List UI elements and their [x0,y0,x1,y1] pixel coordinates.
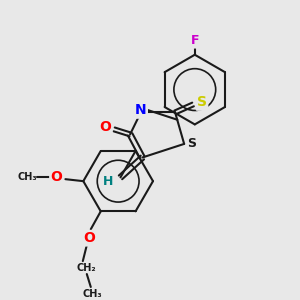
Text: CH₃: CH₃ [18,172,38,182]
Text: O: O [50,170,62,184]
Text: H: H [103,175,114,188]
Text: CH₂: CH₂ [77,263,97,273]
Text: S: S [188,137,196,150]
Text: F: F [190,34,199,47]
Text: CH₃: CH₃ [83,289,103,299]
Text: N: N [135,103,147,117]
Text: S: S [197,95,207,110]
Text: O: O [83,231,95,245]
Text: O: O [99,120,111,134]
